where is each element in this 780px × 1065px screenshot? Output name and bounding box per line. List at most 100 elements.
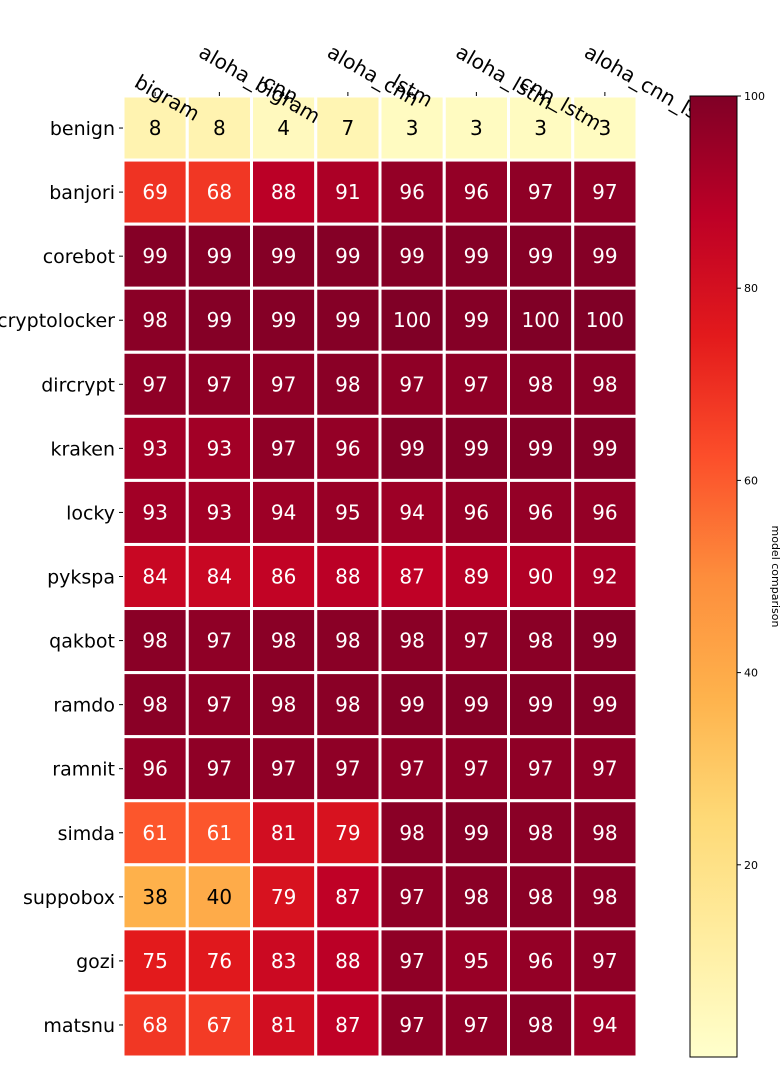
cell-value-label: 8 bbox=[213, 116, 226, 140]
cell-value-label: 98 bbox=[528, 885, 553, 909]
cell-value-label: 97 bbox=[271, 436, 296, 460]
cell-value-label: 93 bbox=[142, 500, 167, 524]
cell-value-label: 87 bbox=[335, 1013, 360, 1037]
row-label: qakbot bbox=[49, 631, 115, 653]
cell-value-label: 100 bbox=[522, 308, 560, 332]
cell-value-label: 69 bbox=[142, 180, 167, 204]
cell-value-label: 96 bbox=[142, 757, 167, 781]
heatmap-cell bbox=[314, 991, 382, 1059]
heatmap-cell bbox=[571, 607, 639, 675]
cell-value-label: 97 bbox=[592, 757, 617, 781]
cell-value-label: 98 bbox=[399, 821, 424, 845]
heatmap-cell bbox=[442, 158, 510, 226]
cell-value-label: 98 bbox=[142, 693, 167, 717]
cell-value-label: 81 bbox=[271, 1013, 296, 1037]
heatmap-cell bbox=[250, 414, 318, 482]
cell-value-label: 90 bbox=[528, 565, 553, 589]
cell-value-label: 84 bbox=[142, 565, 167, 589]
cell-value-label: 96 bbox=[399, 180, 424, 204]
cell-value-label: 98 bbox=[335, 693, 360, 717]
heatmap-cell bbox=[185, 222, 253, 290]
cell-value-label: 99 bbox=[335, 308, 360, 332]
cell-value-label: 97 bbox=[207, 372, 232, 396]
heatmap-cell bbox=[250, 158, 318, 226]
heatmap-cell bbox=[571, 350, 639, 418]
heatmap-cell bbox=[507, 799, 575, 867]
cell-value-label: 97 bbox=[399, 949, 424, 973]
row-label: pykspa bbox=[47, 567, 115, 589]
colorbar-tick-label: 100 bbox=[744, 90, 765, 103]
cell-value-label: 87 bbox=[399, 565, 424, 589]
cell-value-label: 97 bbox=[592, 180, 617, 204]
heatmap-cell bbox=[250, 542, 318, 611]
cell-value-label: 98 bbox=[528, 629, 553, 653]
row-label: simda bbox=[58, 823, 115, 845]
row-label: dircrypt bbox=[41, 374, 115, 396]
cell-value-label: 98 bbox=[528, 821, 553, 845]
cell-value-label: 97 bbox=[207, 693, 232, 717]
cell-value-label: 93 bbox=[207, 436, 232, 460]
row-label: ramdo bbox=[53, 695, 115, 717]
cell-value-label: 99 bbox=[271, 308, 296, 332]
heatmap-cell bbox=[378, 158, 446, 226]
heatmap-cell bbox=[121, 414, 189, 482]
cell-value-label: 99 bbox=[592, 629, 617, 653]
cell-value-label: 76 bbox=[207, 949, 232, 973]
heatmap-cell bbox=[314, 286, 382, 354]
cell-value-label: 99 bbox=[592, 436, 617, 460]
heatmap-cell bbox=[507, 542, 575, 611]
cell-value-label: 84 bbox=[207, 565, 232, 589]
cell-value-label: 75 bbox=[142, 949, 167, 973]
row-label: benign bbox=[50, 118, 115, 140]
cell-value-label: 98 bbox=[142, 308, 167, 332]
cell-value-label: 97 bbox=[399, 757, 424, 781]
heatmap-cell bbox=[442, 478, 510, 546]
cell-value-label: 94 bbox=[271, 500, 296, 524]
row-label: kraken bbox=[50, 438, 115, 460]
heatmap-cell bbox=[571, 158, 639, 226]
cell-value-label: 99 bbox=[592, 244, 617, 268]
cell-value-label: 88 bbox=[271, 180, 296, 204]
cell-value-label: 3 bbox=[599, 116, 612, 140]
cell-value-label: 3 bbox=[534, 116, 547, 140]
heatmap-cell bbox=[571, 222, 639, 290]
cell-value-label: 98 bbox=[592, 821, 617, 845]
heatmap-cell bbox=[250, 927, 318, 995]
heatmap-cell bbox=[378, 607, 446, 675]
cell-value-label: 99 bbox=[335, 244, 360, 268]
cell-value-label: 68 bbox=[142, 1013, 167, 1037]
cell-value-label: 98 bbox=[592, 372, 617, 396]
cell-value-label: 94 bbox=[399, 500, 424, 524]
cell-value-label: 99 bbox=[464, 821, 489, 845]
cell-value-label: 100 bbox=[393, 308, 431, 332]
cell-value-label: 98 bbox=[592, 885, 617, 909]
colorbar-tick-label: 60 bbox=[744, 474, 758, 487]
cell-value-label: 83 bbox=[271, 949, 296, 973]
cell-value-label: 3 bbox=[470, 116, 483, 140]
heatmap-cell bbox=[314, 927, 382, 995]
heatmap-cell bbox=[250, 222, 318, 290]
cell-value-label: 97 bbox=[464, 372, 489, 396]
heatmap-cell bbox=[571, 94, 639, 162]
cell-value-label: 98 bbox=[528, 1013, 553, 1037]
cell-value-label: 68 bbox=[207, 180, 232, 204]
cell-value-label: 97 bbox=[207, 629, 232, 653]
cell-value-label: 97 bbox=[271, 372, 296, 396]
cell-value-label: 67 bbox=[207, 1013, 232, 1037]
cell-value-label: 94 bbox=[592, 1013, 617, 1037]
cell-value-label: 97 bbox=[142, 372, 167, 396]
cell-value-label: 97 bbox=[335, 757, 360, 781]
cell-value-label: 99 bbox=[142, 244, 167, 268]
cell-value-label: 97 bbox=[271, 757, 296, 781]
colorbar-tick-label: 20 bbox=[744, 859, 758, 872]
cell-value-label: 99 bbox=[207, 244, 232, 268]
row-label: matsnu bbox=[43, 1015, 115, 1037]
colorbar-label: model comparison bbox=[769, 526, 780, 628]
cell-value-label: 99 bbox=[207, 308, 232, 332]
cell-value-label: 97 bbox=[528, 757, 553, 781]
heatmap-cell bbox=[571, 286, 639, 354]
heatmap-cell bbox=[121, 799, 189, 867]
cell-value-label: 98 bbox=[335, 372, 360, 396]
cell-value-label: 97 bbox=[592, 949, 617, 973]
